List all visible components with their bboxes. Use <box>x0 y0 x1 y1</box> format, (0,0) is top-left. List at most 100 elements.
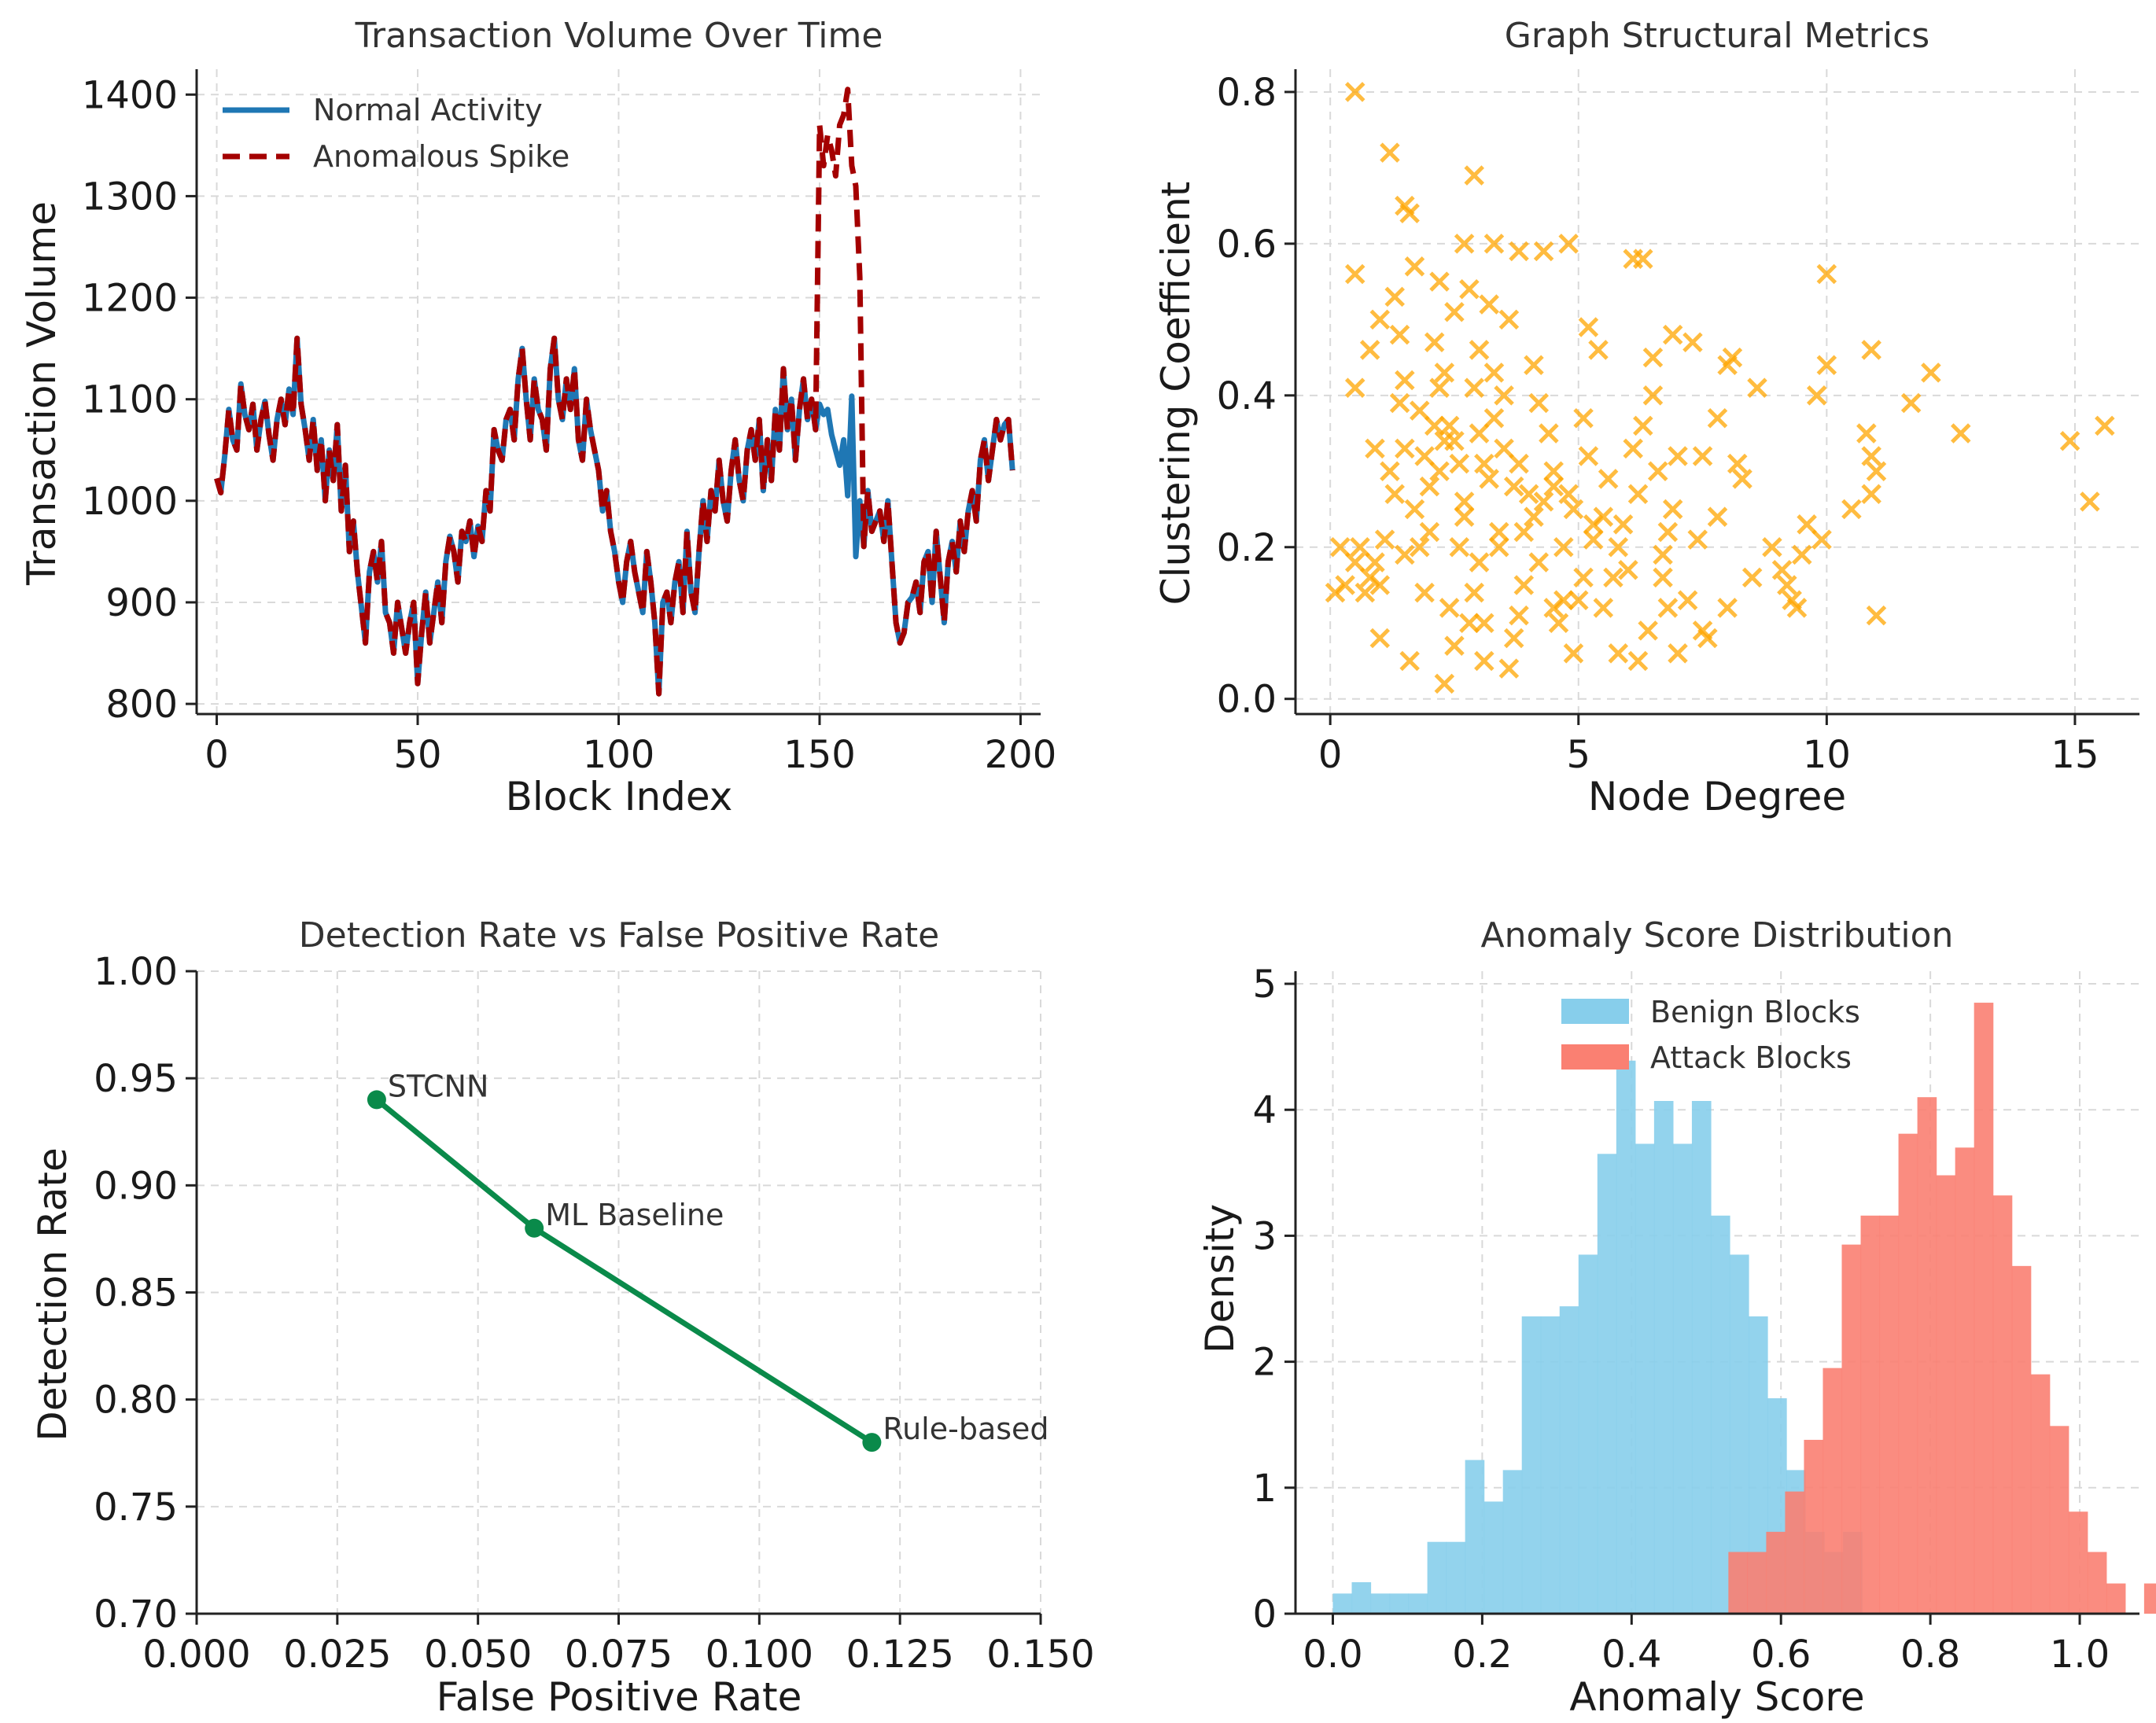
scatter-point <box>1861 484 1881 505</box>
scatter-point <box>1603 567 1623 588</box>
scatter-point <box>1474 613 1494 634</box>
scatter-point <box>1503 476 1524 497</box>
y-tick-label: 0.2 <box>1217 526 1277 570</box>
x-tick-label: 0 <box>205 733 229 777</box>
scatter-point <box>1861 446 1881 466</box>
scatter-point <box>1627 650 1649 672</box>
scatter-point <box>1662 324 1683 345</box>
scatter-point <box>1533 491 1554 512</box>
scatter-point <box>1419 521 1440 543</box>
scatter-point <box>1424 415 1445 436</box>
scatter-point <box>1513 575 1535 595</box>
axes <box>195 971 1041 1615</box>
benign-bar <box>1483 1501 1504 1614</box>
scatter-point <box>1424 332 1445 353</box>
benign-bar <box>1672 1143 1693 1614</box>
scatter-point <box>1365 438 1385 459</box>
plot-area <box>1325 82 2115 694</box>
panel-anomaly-score: Anomaly Score Distribution 0.0 0.2 0.4 0.6 0… <box>1197 915 2156 1720</box>
scatter-point <box>1459 278 1480 300</box>
scatter-point <box>1598 469 1619 489</box>
scatter-point <box>1771 559 1793 580</box>
scatter-point <box>1717 598 1738 618</box>
data-point <box>367 1090 386 1110</box>
scatter-point <box>1612 514 1634 535</box>
data-point <box>525 1218 544 1238</box>
scatter-point <box>1434 363 1455 383</box>
scatter-point <box>1429 461 1450 482</box>
scatter-point <box>1921 363 1941 383</box>
scatter-point <box>1816 355 1837 376</box>
scatter-point <box>1762 536 1782 558</box>
scatter-point <box>1866 461 1887 482</box>
scatter-point <box>1384 286 1406 307</box>
scatter-point <box>1404 499 1425 520</box>
y-tick-label: 0.6 <box>1217 223 1277 267</box>
benign-bar <box>1351 1581 1372 1614</box>
x-tick-label: 0.150 <box>986 1633 1094 1677</box>
attack-bar <box>2068 1511 2088 1614</box>
ticks: 0.000 0.025 0.050 0.075 0.100 0.125 0.150 0.70 0… <box>94 950 1095 1677</box>
scatter-point <box>1682 332 1703 353</box>
scatter-point <box>1479 469 1499 489</box>
chart-title: Detection Rate vs False Positive Rate <box>299 915 940 955</box>
scatter-point <box>1528 552 1550 572</box>
x-tick-label: 150 <box>783 733 856 777</box>
series-line-normal <box>214 335 1015 697</box>
scatter-point <box>1419 476 1440 497</box>
legend-label-normal: Normal Activity <box>313 93 543 127</box>
y-tick-label: 0.90 <box>94 1164 178 1208</box>
attack-bar <box>1822 1368 1843 1614</box>
scatter-point <box>1474 650 1494 672</box>
scatter-point <box>1717 355 1738 376</box>
scatter-point <box>1548 613 1569 634</box>
scatter-point <box>1414 446 1435 466</box>
x-tick-label: 200 <box>985 733 1057 777</box>
scatter-point <box>1414 582 1435 603</box>
x-tick-label: 1.0 <box>2050 1633 2110 1677</box>
benign-bar <box>1427 1541 1447 1614</box>
scatter-point <box>1951 423 1971 444</box>
attack-bar <box>2087 1552 2107 1614</box>
attack-bar <box>1898 1133 1918 1614</box>
scatter-point <box>1389 324 1410 345</box>
x-tick-label: 15 <box>2051 733 2099 777</box>
ticks: 0 50 100 150 200 800 900 1000 1100 1200 1300 1400 <box>82 73 1056 777</box>
axes <box>1294 69 2139 716</box>
x-tick-label: 0.4 <box>1601 1633 1661 1677</box>
x-tick-label: 0.000 <box>142 1633 250 1677</box>
panel-graph-metrics: Graph Structural Metrics 0 5 10 15 0.0 0.2 0.4… <box>1153 16 2139 819</box>
legend-label-attack: Attack Blocks <box>1650 1040 1852 1075</box>
x-tick-label: 0.050 <box>424 1633 532 1677</box>
scatter-point <box>1578 446 1599 466</box>
scatter-point <box>1439 598 1460 618</box>
scatter-point <box>1811 529 1832 550</box>
scatter-point <box>1633 415 1653 436</box>
benign-bar <box>1502 1470 1523 1614</box>
scatter-point <box>1459 613 1480 634</box>
y-tick-label: 1100 <box>82 378 178 422</box>
ticks: 0.0 0.2 0.4 0.6 0.8 1.0 0 1 2 3 4 5 <box>1252 963 2110 1677</box>
scatter-point <box>1474 453 1494 474</box>
scatter-point <box>1344 377 1365 398</box>
x-tick-label: 100 <box>583 733 655 777</box>
legend: Normal Activity Anomalous Spike <box>223 93 569 174</box>
scatter-point <box>1583 529 1604 550</box>
scatter-point <box>1369 575 1391 595</box>
grid <box>1295 69 2139 714</box>
scatter-point <box>1498 658 1520 679</box>
y-tick-label: 1.00 <box>94 950 178 994</box>
y-tick-label: 0.4 <box>1217 374 1277 418</box>
series-line <box>374 1097 874 1445</box>
scatter-point <box>1588 340 1609 360</box>
benign-bar <box>1540 1316 1561 1614</box>
scatter-point <box>1464 165 1484 186</box>
x-axis-label: Block Index <box>506 774 733 819</box>
attack-bar <box>2106 1583 2126 1614</box>
y-axis-label: Transaction Volume <box>19 201 64 586</box>
y-tick-label: 4 <box>1252 1088 1277 1132</box>
scatter-point <box>1657 598 1679 618</box>
scatter-point <box>1449 453 1470 474</box>
attack-bar <box>2143 1583 2156 1614</box>
scatter-point <box>1777 575 1797 595</box>
